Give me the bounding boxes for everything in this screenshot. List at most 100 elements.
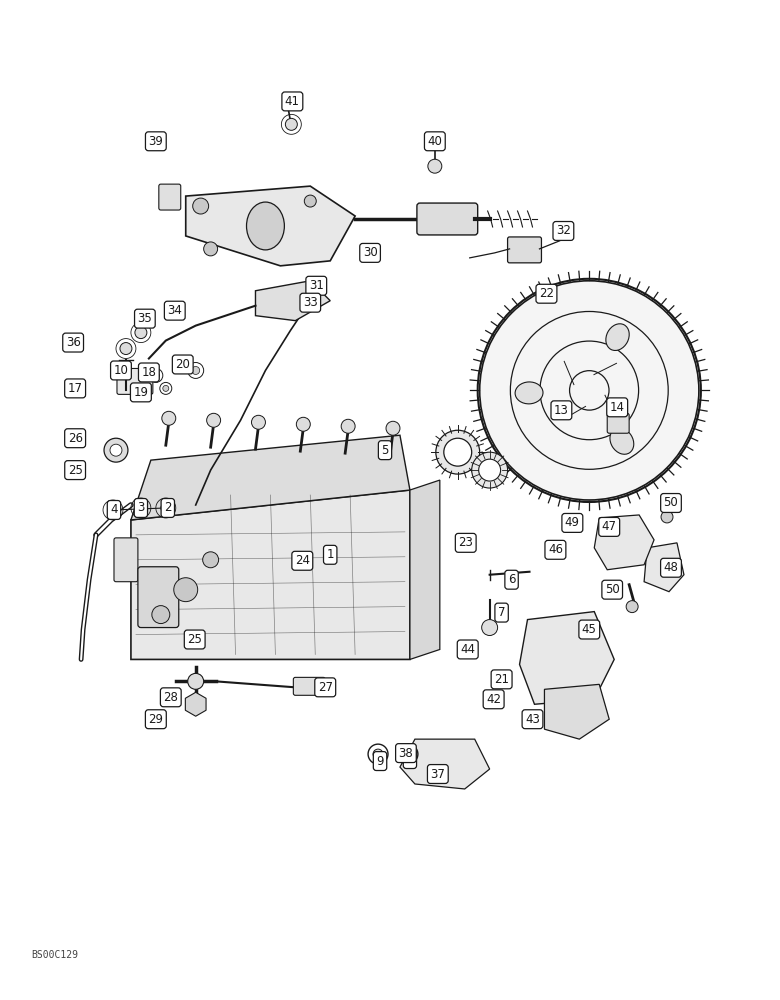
Polygon shape [644, 543, 684, 592]
Text: 45: 45 [582, 623, 597, 636]
Text: 50: 50 [604, 583, 619, 596]
Circle shape [108, 505, 118, 515]
Text: 7: 7 [498, 606, 505, 619]
FancyBboxPatch shape [138, 567, 179, 628]
Text: 19: 19 [133, 386, 148, 399]
Text: 28: 28 [163, 691, 178, 704]
Text: 27: 27 [317, 681, 333, 694]
Text: 25: 25 [187, 633, 202, 646]
Circle shape [174, 578, 197, 602]
FancyBboxPatch shape [508, 237, 541, 263]
Text: 42: 42 [486, 693, 501, 706]
Ellipse shape [610, 428, 634, 454]
Text: 39: 39 [148, 135, 163, 148]
Text: 50: 50 [664, 496, 679, 509]
Text: 36: 36 [66, 336, 80, 349]
Text: 48: 48 [664, 561, 679, 574]
Text: 24: 24 [295, 554, 310, 567]
Text: 1: 1 [327, 548, 334, 561]
Text: 25: 25 [68, 464, 83, 477]
Text: 43: 43 [525, 713, 540, 726]
Text: 49: 49 [565, 516, 580, 529]
Circle shape [110, 444, 122, 456]
Circle shape [149, 368, 163, 382]
Circle shape [160, 382, 172, 394]
Circle shape [479, 459, 501, 481]
Text: 23: 23 [459, 536, 473, 549]
Text: 8: 8 [406, 753, 413, 766]
Polygon shape [544, 684, 609, 739]
Text: 37: 37 [431, 768, 445, 781]
Circle shape [626, 601, 638, 613]
Text: 38: 38 [399, 747, 413, 760]
Polygon shape [400, 739, 490, 789]
Ellipse shape [515, 382, 543, 404]
Text: 3: 3 [137, 501, 144, 514]
FancyBboxPatch shape [114, 538, 138, 582]
FancyBboxPatch shape [417, 203, 477, 235]
Text: 9: 9 [376, 755, 384, 768]
Circle shape [341, 419, 355, 433]
Circle shape [152, 372, 159, 379]
Text: 29: 29 [148, 713, 163, 726]
Text: 13: 13 [554, 404, 569, 417]
Circle shape [480, 281, 699, 500]
Circle shape [193, 198, 208, 214]
Circle shape [188, 673, 204, 689]
Text: 21: 21 [494, 673, 509, 686]
Polygon shape [186, 186, 355, 266]
Circle shape [436, 430, 480, 474]
Text: 26: 26 [68, 432, 83, 445]
Circle shape [403, 749, 413, 759]
FancyBboxPatch shape [159, 184, 181, 210]
Circle shape [373, 749, 383, 759]
Circle shape [296, 417, 310, 431]
Text: 47: 47 [601, 520, 617, 533]
Text: 18: 18 [141, 366, 156, 379]
Circle shape [188, 362, 204, 378]
Circle shape [304, 195, 316, 207]
Polygon shape [131, 435, 410, 520]
Circle shape [104, 438, 128, 462]
Circle shape [204, 242, 218, 256]
FancyBboxPatch shape [117, 368, 153, 394]
Text: 17: 17 [68, 382, 83, 395]
Text: 44: 44 [460, 643, 475, 656]
FancyBboxPatch shape [293, 677, 325, 695]
Text: 40: 40 [427, 135, 442, 148]
Polygon shape [594, 515, 654, 570]
Text: BS00C129: BS00C129 [31, 950, 78, 960]
Ellipse shape [246, 202, 285, 250]
Text: 2: 2 [164, 501, 172, 514]
Circle shape [482, 620, 498, 636]
Text: 6: 6 [508, 573, 516, 586]
Polygon shape [131, 490, 410, 659]
Circle shape [135, 327, 147, 339]
Circle shape [203, 552, 218, 568]
Text: 30: 30 [363, 246, 378, 259]
Text: 46: 46 [548, 543, 563, 556]
Circle shape [472, 452, 508, 488]
Circle shape [251, 415, 265, 429]
Text: 32: 32 [556, 224, 571, 237]
Circle shape [192, 366, 200, 374]
Polygon shape [256, 281, 330, 321]
Text: 5: 5 [381, 444, 388, 457]
Text: 10: 10 [114, 364, 129, 377]
Text: 22: 22 [539, 287, 554, 300]
Circle shape [163, 385, 168, 391]
Polygon shape [519, 612, 614, 704]
Circle shape [285, 118, 297, 130]
Text: 41: 41 [285, 95, 300, 108]
Circle shape [136, 503, 146, 513]
Circle shape [428, 159, 441, 173]
Ellipse shape [606, 324, 629, 350]
Circle shape [661, 511, 673, 523]
Circle shape [152, 606, 170, 624]
Text: 33: 33 [303, 296, 317, 309]
FancyBboxPatch shape [607, 413, 629, 433]
Text: 4: 4 [110, 503, 118, 516]
Text: 31: 31 [309, 279, 324, 292]
Circle shape [161, 411, 176, 425]
Text: 35: 35 [137, 312, 152, 325]
